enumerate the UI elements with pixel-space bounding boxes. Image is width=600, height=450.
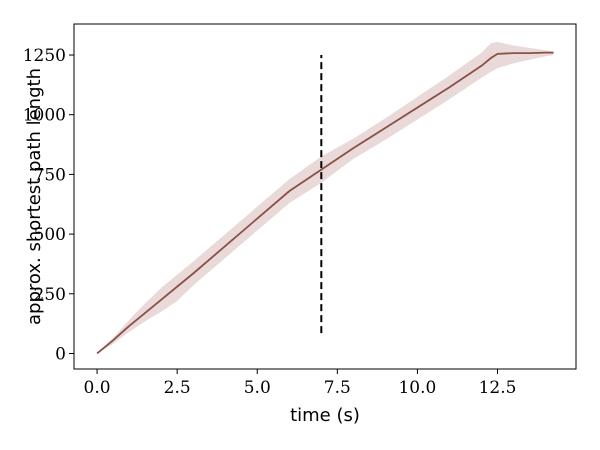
y-axis-ticks: 0 250 500 750 1000 1250 <box>23 46 74 364</box>
x-tick-label: 5.0 <box>244 378 271 398</box>
plot-frame <box>73 23 577 370</box>
x-tick-label: 7.5 <box>324 378 351 398</box>
y-tick-label: 1000 <box>23 106 66 126</box>
y-tick-label: 250 <box>34 285 66 305</box>
x-tick-label: 0.0 <box>84 378 111 398</box>
y-axis-title: approx. shortest path length <box>24 68 45 325</box>
y-tick-label: 1250 <box>23 46 66 66</box>
series-0-band <box>97 41 554 354</box>
x-tick-label: 12.5 <box>479 378 517 398</box>
y-tick-label: 500 <box>34 225 66 245</box>
x-tick-label: 2.5 <box>164 378 191 398</box>
series-0-line <box>96 51 554 355</box>
series-line-layer <box>96 51 554 355</box>
x-axis-title: time (s) <box>290 405 360 426</box>
x-axis-ticks: 0.0 2.5 5.0 7.5 10.0 12.5 <box>84 369 517 398</box>
y-tick-label: 0 <box>55 344 66 364</box>
x-tick-label: 10.0 <box>398 378 436 398</box>
y-tick-label: 750 <box>34 165 66 185</box>
confidence-band-layer <box>97 41 554 354</box>
